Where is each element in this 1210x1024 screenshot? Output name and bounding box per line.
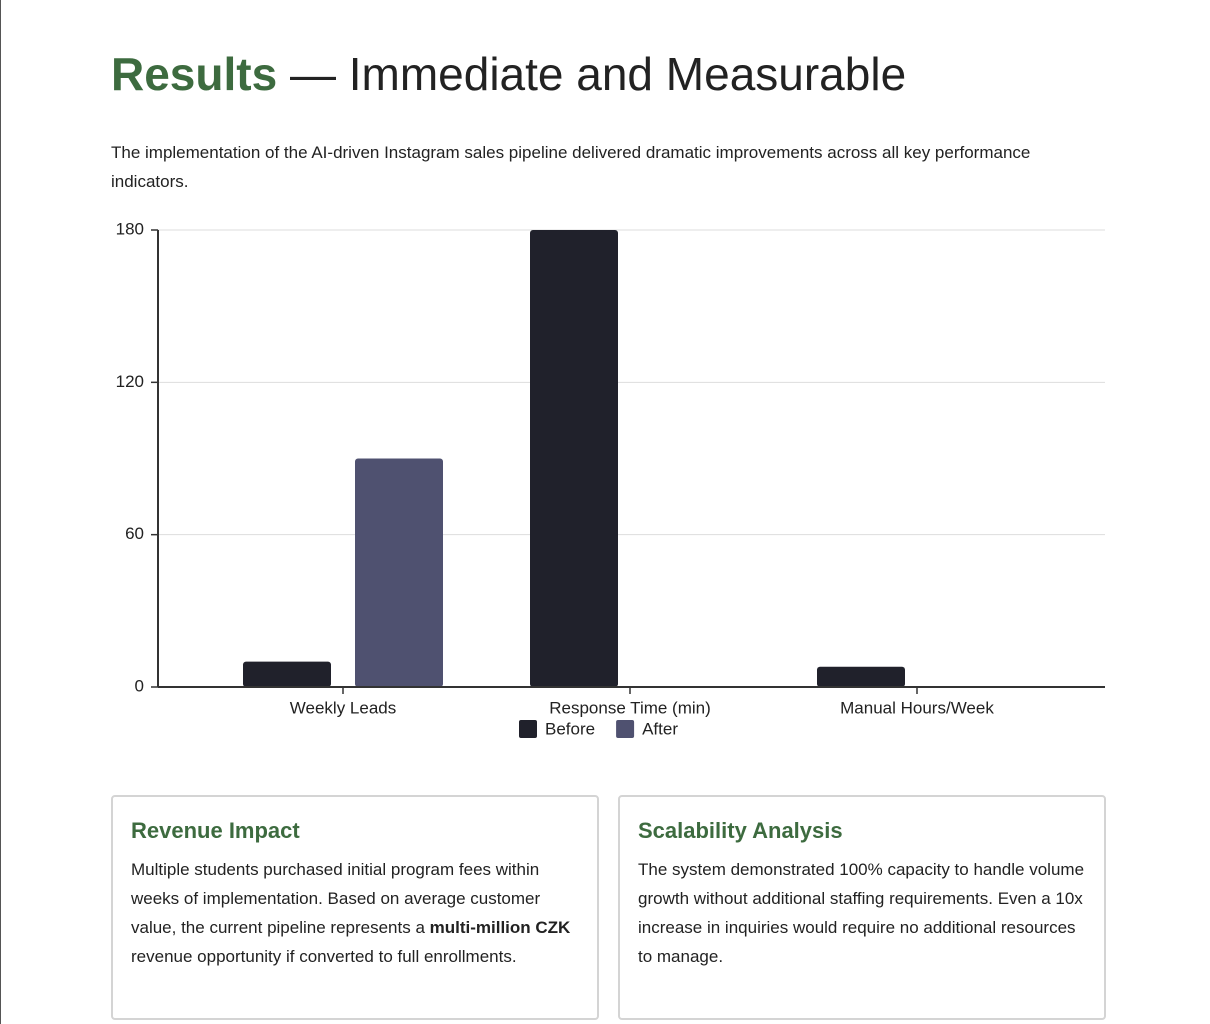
text: revenue opportunity if converted to full… (131, 947, 517, 966)
card-title: Scalability Analysis (638, 818, 843, 843)
text: The system demonstrated 100% capacity to… (638, 860, 1085, 966)
card: Revenue Impact Multiple students purchas… (111, 795, 599, 1020)
bar (243, 661, 331, 687)
text: Multiple students purchased initial prog… (131, 860, 541, 937)
y-tick-label: 180 (116, 219, 144, 238)
title-rest: — Immediate and Measurable (289, 48, 907, 100)
card-body: The system demonstrated 100% capacity to… (638, 855, 1086, 971)
card-title: Revenue Impact (131, 818, 300, 843)
x-tick-label: Weekly Leads (290, 698, 396, 717)
card-body: Multiple students purchased initial prog… (131, 855, 579, 971)
y-tick-label: 120 (116, 372, 144, 391)
bar (530, 230, 618, 687)
legend-swatch (519, 720, 537, 738)
x-tick-label: Manual Hours/Week (840, 698, 994, 717)
intro: The implementation of the AI-driven Inst… (111, 143, 1031, 191)
bar (817, 666, 905, 687)
bold-text: multi-million CZK (429, 918, 571, 937)
page-title: Results — Immediate and Measurable (111, 44, 906, 104)
x-tick-label: Response Time (min) (549, 698, 711, 717)
chart: 0 60 120 180 Weekly Leads Response Time (min)… (116, 219, 1105, 738)
title-strong: Results (111, 48, 278, 100)
y-tick-label: 0 (135, 676, 144, 695)
card: Scalability Analysis The system demonstr… (618, 795, 1106, 1020)
legend-label: After (642, 719, 678, 738)
bar (355, 458, 443, 687)
legend-swatch (616, 720, 635, 738)
y-tick-label: 60 (125, 524, 144, 543)
legend-label: Before (545, 719, 595, 738)
